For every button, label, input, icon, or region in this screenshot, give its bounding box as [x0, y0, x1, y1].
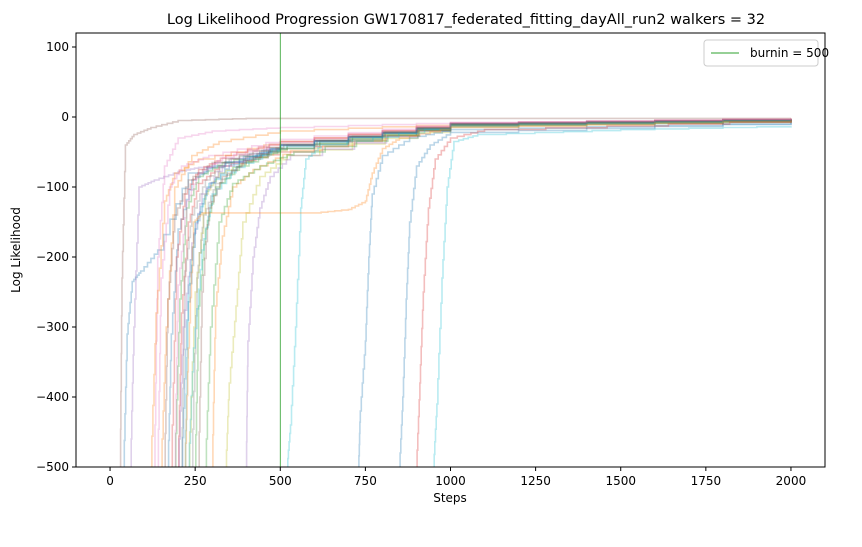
y-tick-label: −200 — [36, 250, 69, 264]
walker-series-19 — [225, 121, 792, 467]
walker-series-16 — [164, 119, 792, 467]
walker-series-2 — [123, 120, 792, 467]
y-tick-label: −500 — [36, 460, 69, 474]
walker-series-26 — [184, 120, 792, 467]
walker-series-15 — [178, 119, 792, 467]
legend-label-burnin: burnin = 500 — [750, 46, 829, 60]
y-tick-label: 0 — [61, 110, 69, 124]
walker-series-14 — [171, 118, 792, 467]
walker-series-21 — [212, 120, 792, 467]
walker-series-25 — [287, 121, 792, 467]
x-tick-label: 2000 — [776, 474, 807, 488]
y-tick-label: 100 — [46, 40, 69, 54]
x-axis-label: Steps — [433, 491, 467, 505]
walker-series-27 — [358, 122, 792, 467]
walker-series-17 — [174, 119, 792, 467]
walker-series-23 — [205, 119, 792, 467]
walker-series-13 — [195, 119, 792, 467]
x-tick-label: 1500 — [605, 474, 636, 488]
walker-series-29 — [416, 120, 792, 467]
walker-series-4 — [154, 119, 792, 467]
walker-series-3 — [130, 119, 792, 467]
walker-series-24 — [181, 119, 792, 467]
walker-series-6 — [178, 119, 792, 467]
walker-series-32 — [157, 118, 792, 467]
walker-series-11 — [167, 120, 792, 467]
x-tick-label: 250 — [184, 474, 207, 488]
y-axis: −500 −400 −300 −200 −100 0 100 — [36, 40, 76, 474]
x-tick-label: 0 — [106, 474, 114, 488]
walker-series-31 — [198, 118, 792, 467]
x-axis: 0 250 500 750 1000 1250 1500 1750 2000 — [106, 467, 806, 488]
x-tick-label: 1250 — [520, 474, 551, 488]
walker-series-20 — [188, 120, 792, 467]
y-tick-label: −400 — [36, 390, 69, 404]
y-axis-label: Log Likelihood — [9, 207, 23, 293]
walker-series-22 — [245, 119, 792, 467]
y-tick-label: −300 — [36, 320, 69, 334]
y-tick-label: −100 — [36, 180, 69, 194]
walker-series-12 — [150, 119, 792, 467]
walker-series-28 — [399, 122, 792, 467]
x-tick-label: 1000 — [435, 474, 466, 488]
walker-series-10 — [181, 119, 792, 467]
legend: burnin = 500 — [703, 39, 829, 67]
walker-series-9 — [188, 120, 792, 467]
walker-series-8 — [184, 121, 792, 467]
walker-series-18 — [191, 120, 792, 467]
x-tick-label: 1750 — [691, 474, 722, 488]
walker-series-1 — [119, 117, 791, 467]
legend-box — [703, 39, 819, 67]
x-tick-label: 750 — [354, 474, 377, 488]
walker-series-7 — [174, 119, 792, 467]
plot-area — [119, 33, 792, 467]
x-tick-label: 500 — [269, 474, 292, 488]
walker-series-5 — [161, 119, 792, 467]
chart-title: Log Likelihood Progression GW170817_fede… — [167, 12, 765, 28]
walker-series-30 — [433, 126, 792, 467]
